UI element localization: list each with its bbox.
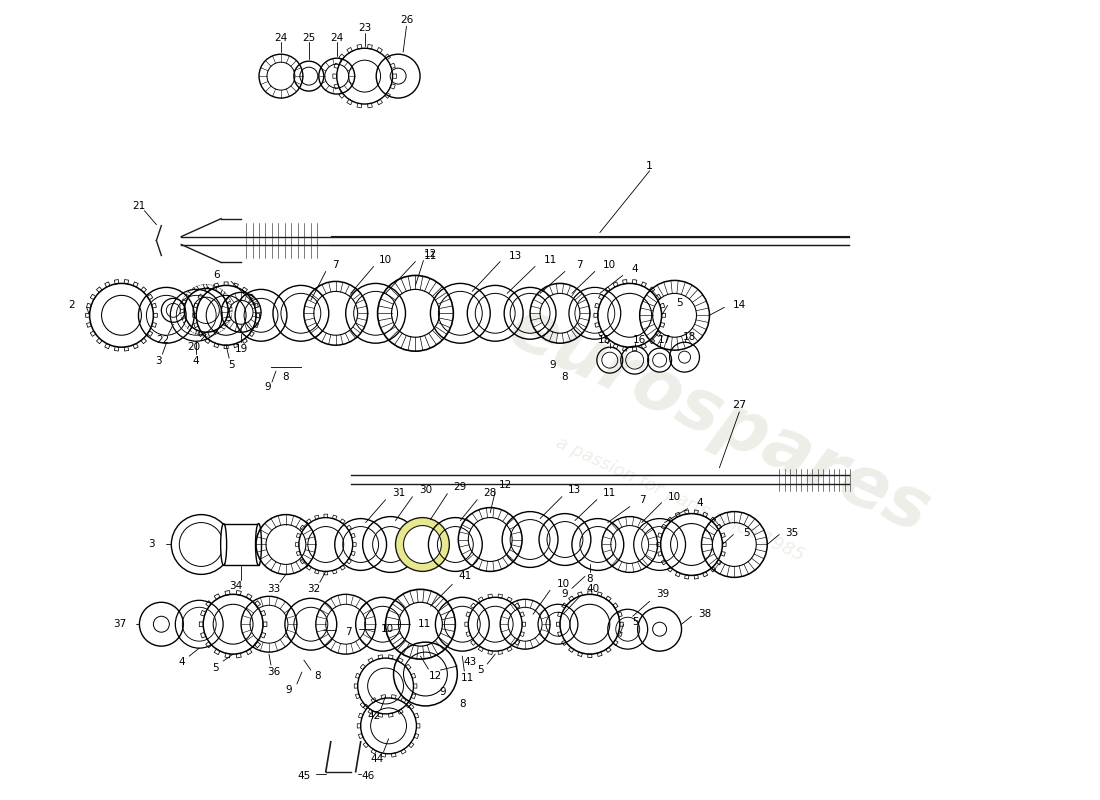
Text: 30: 30 [419,485,432,494]
Text: 8: 8 [283,372,289,382]
Circle shape [396,518,450,571]
Text: 16: 16 [634,335,647,346]
Text: 25: 25 [302,34,316,43]
Text: 31: 31 [392,488,405,498]
Text: 19: 19 [234,344,248,354]
Text: 13: 13 [569,485,582,494]
Text: 10: 10 [379,255,392,266]
Text: 9: 9 [265,382,272,392]
Text: 28: 28 [484,488,497,498]
Text: 9: 9 [286,685,293,695]
Text: 3: 3 [148,539,155,550]
Text: 11: 11 [418,619,431,630]
Ellipse shape [221,523,227,566]
Text: 43: 43 [464,657,477,667]
Text: 7: 7 [639,494,646,505]
Text: 38: 38 [697,610,711,619]
Text: 18: 18 [683,332,696,342]
Text: 5: 5 [477,665,484,675]
Text: 26: 26 [400,15,414,26]
Text: 3: 3 [155,356,162,366]
Text: 11: 11 [424,250,437,261]
Text: 20: 20 [188,342,201,352]
Circle shape [404,526,441,563]
Text: 29: 29 [453,482,466,492]
Bar [223,523,258,566]
Text: 11: 11 [543,255,557,266]
Text: 9: 9 [439,687,446,697]
Text: 5: 5 [632,618,639,627]
Text: 37: 37 [113,619,127,630]
Text: 5: 5 [212,663,219,673]
Text: 7: 7 [332,261,339,270]
Text: 39: 39 [656,590,669,599]
Text: 5: 5 [228,360,234,370]
Text: 8: 8 [315,671,321,681]
Text: 44: 44 [370,754,383,764]
Text: 17: 17 [658,335,671,346]
Text: 5: 5 [742,527,749,538]
Text: 32: 32 [307,584,320,594]
Text: 2: 2 [68,300,75,310]
Ellipse shape [255,523,262,566]
Text: 10: 10 [668,492,681,502]
Text: 22: 22 [156,335,170,346]
Text: 12: 12 [498,480,512,490]
Text: 9: 9 [550,360,557,370]
Text: 24: 24 [274,34,287,43]
Text: 23: 23 [358,23,372,34]
Text: 11: 11 [603,488,616,498]
Text: 12: 12 [424,249,437,258]
Text: 24: 24 [330,34,343,43]
Text: 1: 1 [646,161,653,171]
Text: 4: 4 [696,498,703,508]
Text: eurospares: eurospares [498,292,940,548]
Text: 8: 8 [586,574,593,584]
Text: 7: 7 [345,627,352,637]
Text: 4: 4 [178,657,185,667]
Text: 11: 11 [461,673,474,683]
Text: 34: 34 [230,582,243,591]
Text: 13: 13 [508,250,521,261]
Text: 10: 10 [381,624,394,634]
Text: 10: 10 [557,579,570,590]
Text: 40: 40 [586,584,600,594]
Text: 21: 21 [132,201,145,210]
Text: 5: 5 [676,298,683,308]
Text: 46: 46 [361,770,374,781]
Text: 9: 9 [562,590,569,599]
Text: 8: 8 [459,699,465,709]
Text: 14: 14 [733,300,746,310]
Text: 45: 45 [297,770,310,781]
Text: 4: 4 [631,265,638,274]
Text: 8: 8 [562,372,569,382]
Text: 12: 12 [429,671,442,681]
Text: 10: 10 [603,261,616,270]
Text: 4: 4 [192,356,199,366]
Text: a passion for parts since 1985: a passion for parts since 1985 [552,434,806,566]
Text: 41: 41 [459,571,472,582]
Text: 15: 15 [598,335,612,346]
Text: 35: 35 [785,527,799,538]
Text: 7: 7 [576,261,583,270]
Text: 42: 42 [367,711,381,721]
Text: 27: 27 [733,400,747,410]
Text: 6: 6 [213,270,220,281]
Text: 36: 36 [267,667,280,677]
Text: 33: 33 [267,584,280,594]
